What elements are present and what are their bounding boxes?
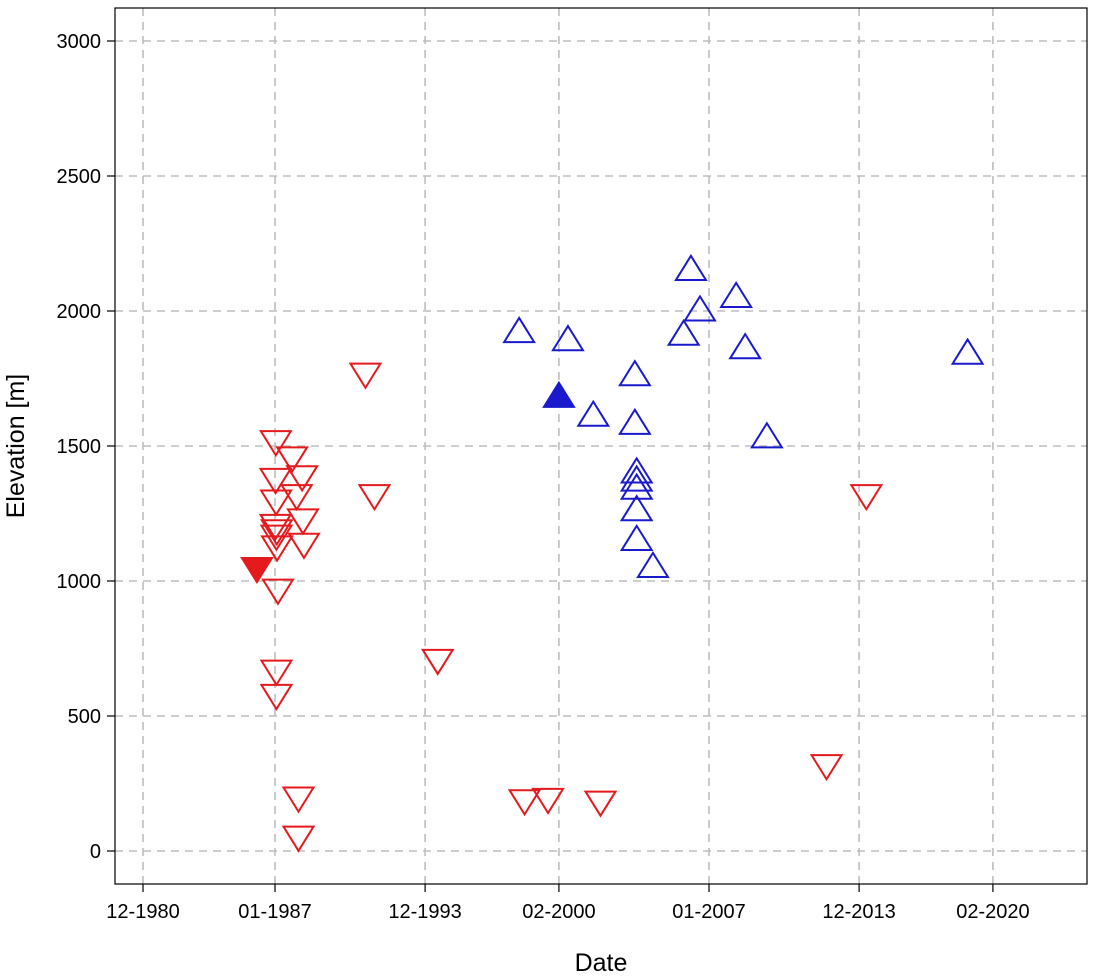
up-triangle-point <box>619 472 654 500</box>
down-triangle-point <box>583 790 618 818</box>
down-triangle-point <box>531 787 565 815</box>
down-triangle-point <box>260 535 294 563</box>
up-triangle-point <box>619 494 654 522</box>
up-triangle-point <box>551 324 585 352</box>
down-triangle-point <box>259 524 294 552</box>
x-axis-title: Date <box>575 949 628 977</box>
down-triangle-point <box>259 430 293 458</box>
up-triangle-point <box>576 399 611 427</box>
x-tick-label: 02-2000 <box>522 901 595 923</box>
up-triangle-point <box>619 456 654 484</box>
down-triangle-point <box>259 659 294 687</box>
down-triangle-point <box>259 489 293 517</box>
down-triangle-point <box>260 519 294 547</box>
x-tick-label: 12-1993 <box>388 901 461 923</box>
down-triangle-point <box>285 465 319 493</box>
up-triangle-point <box>542 380 576 408</box>
down-triangle-point <box>420 648 455 676</box>
grid-lines <box>115 8 1087 884</box>
up-triangle-point <box>666 318 701 346</box>
down-triangle-point <box>507 789 542 817</box>
x-tick-label: 12-2013 <box>822 901 895 923</box>
y-tick-label: 0 <box>90 841 101 863</box>
y-axis-title: Elevation [m] <box>2 374 30 519</box>
y-tick-label: 3000 <box>57 31 102 53</box>
down-triangle-point <box>281 825 316 853</box>
x-tick-label: 01-2007 <box>672 901 745 923</box>
up-triangle-point <box>750 421 784 449</box>
x-tick-label: 01-1987 <box>238 901 311 923</box>
x-tick-label: 02-2020 <box>956 901 1029 923</box>
up-triangle-point <box>674 253 708 281</box>
up-triangle-point <box>950 337 985 365</box>
up-triangle-point <box>728 332 762 360</box>
y-tick-label: 2500 <box>57 166 102 188</box>
up-triangle-point <box>618 407 652 435</box>
down-triangle-point <box>258 467 293 495</box>
up-triangle-point <box>636 550 670 578</box>
down-triangle-point <box>261 578 295 606</box>
down-triangle-point <box>258 513 293 541</box>
tick-labels: 12-1980 01-1987 12-1993 02-2000 01-2007 12-20… <box>57 31 1030 923</box>
up-triangle-point <box>619 523 654 551</box>
x-tick-label: 12-1980 <box>106 901 179 923</box>
up-triangle-point <box>719 280 753 308</box>
data-points <box>240 253 985 853</box>
down-triangle-point <box>240 557 274 585</box>
down-triangle-point <box>281 786 316 814</box>
down-triangle-point <box>357 484 392 512</box>
up-triangle-point <box>619 464 654 492</box>
down-triangle-point <box>287 532 321 560</box>
y-tick-label: 2000 <box>57 301 102 323</box>
up-triangle-point <box>502 316 536 344</box>
down-triangle-point <box>286 508 320 536</box>
down-triangle-point <box>809 754 844 782</box>
down-triangle-point <box>259 683 294 711</box>
down-triangle-point <box>348 362 383 390</box>
axis-ticks <box>107 40 994 892</box>
up-triangle-point <box>683 294 717 322</box>
y-tick-label: 1000 <box>57 571 102 593</box>
up-triangle-point <box>618 359 652 387</box>
y-tick-label: 500 <box>68 706 101 728</box>
down-triangle-point <box>279 484 314 512</box>
down-triangle-point <box>849 484 884 512</box>
y-tick-label: 1500 <box>57 436 102 458</box>
down-triangle-point <box>275 446 309 474</box>
